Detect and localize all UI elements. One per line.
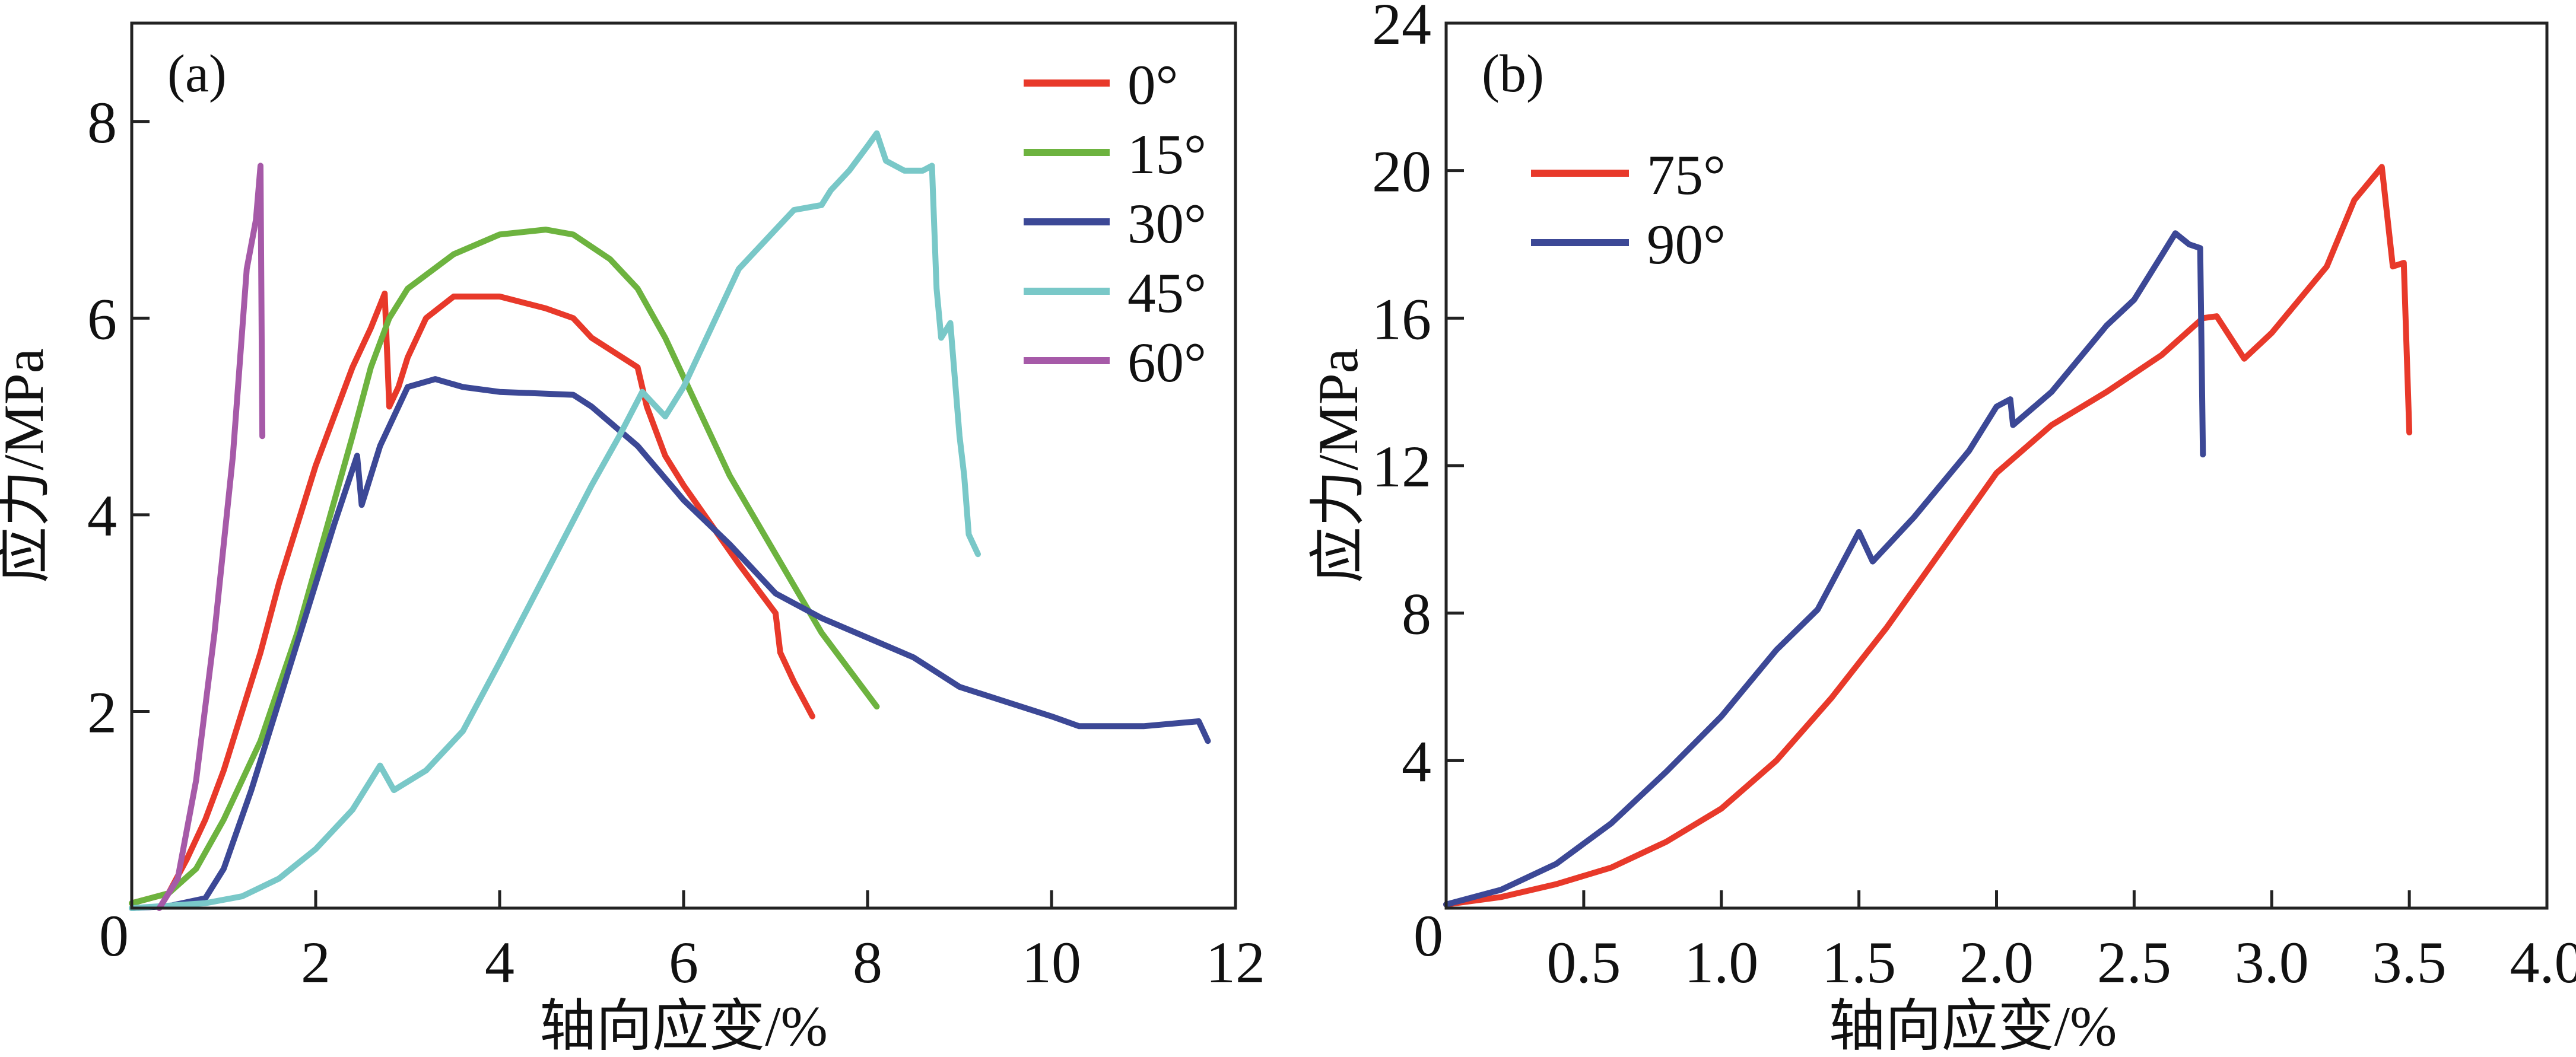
y-tick-label: 4 (87, 483, 117, 549)
panel-label: (a) (167, 44, 227, 103)
x-tick-label: 4 (485, 929, 514, 995)
plot-frame (1444, 21, 2549, 910)
x-tick-label: 0.5 (1546, 929, 1621, 995)
legend-label: 60° (1127, 331, 1206, 394)
chart-panel-a: 0 2 4 6 8 10 12 2 4 6 8 (a) 轴向应变/% 应力/MPa 0° 15°30° 45° 6… (0, 21, 1265, 1057)
x-tick-label: 1.5 (1822, 929, 1896, 995)
series-line-3 (129, 130, 981, 911)
legend-label: 0° (1127, 53, 1179, 116)
x-tick-label: 3.0 (2235, 929, 2309, 995)
y-tick-label: 16 (1372, 286, 1431, 352)
y-axis-label: 应力/MPa (1307, 348, 1370, 583)
x-tick-label: 12 (1206, 929, 1265, 995)
x-axis-label: 轴向应变/% (539, 995, 828, 1057)
legend-label: 15° (1127, 123, 1206, 186)
x-tick-label: 2.5 (2097, 929, 2171, 995)
chart-panel-b: 0 0.5 1.0 1.5 2.0 2.5 3.0 3.5 4.0 4 8 12 16 20 24 (b) 轴向… (1307, 0, 2576, 1057)
y-tick-label: 2 (87, 679, 117, 745)
x-tick-label: 2.0 (1959, 929, 2034, 995)
x-tick-label: 4.0 (2510, 929, 2576, 995)
y-tick-label: 6 (87, 286, 117, 352)
series-line-1 (129, 227, 880, 906)
legend-label: 75° (1647, 144, 1726, 206)
y-tick-label: 12 (1372, 434, 1431, 499)
x-tick-label: 0 (1414, 903, 1443, 969)
x-tick-label: 2 (301, 929, 331, 995)
series-line-0 (1443, 164, 2413, 908)
legend: 0° 15°30° 45° 60° (1024, 53, 1206, 394)
x-axis-label: 轴向应变/% (1829, 995, 2117, 1057)
series-line-4 (156, 163, 266, 911)
x-tick-label: 8 (853, 929, 882, 995)
y-tick-label: 20 (1372, 139, 1431, 205)
legend-label: 30° (1127, 192, 1206, 255)
series-line-0 (129, 290, 815, 906)
x-tick-label: 3.5 (2372, 929, 2447, 995)
y-tick-label: 24 (1372, 0, 1431, 57)
y-tick-label: 4 (1402, 728, 1431, 794)
x-tick-label: 6 (669, 929, 698, 995)
x-tick-label: 0 (99, 903, 129, 969)
legend-label: 90° (1647, 213, 1726, 276)
x-tick-label: 10 (1022, 929, 1081, 995)
y-axis-label: 应力/MPa (0, 348, 55, 583)
series-line-1 (1443, 230, 2206, 908)
series-line-2 (129, 376, 1211, 911)
legend: 75°90° (1531, 144, 1726, 276)
y-tick-label: 8 (87, 90, 117, 155)
y-tick-label: 8 (1402, 581, 1431, 647)
legend-label: 45° (1127, 262, 1206, 324)
panel-label: (b) (1482, 44, 1544, 103)
x-tick-label: 1.0 (1684, 929, 1758, 995)
